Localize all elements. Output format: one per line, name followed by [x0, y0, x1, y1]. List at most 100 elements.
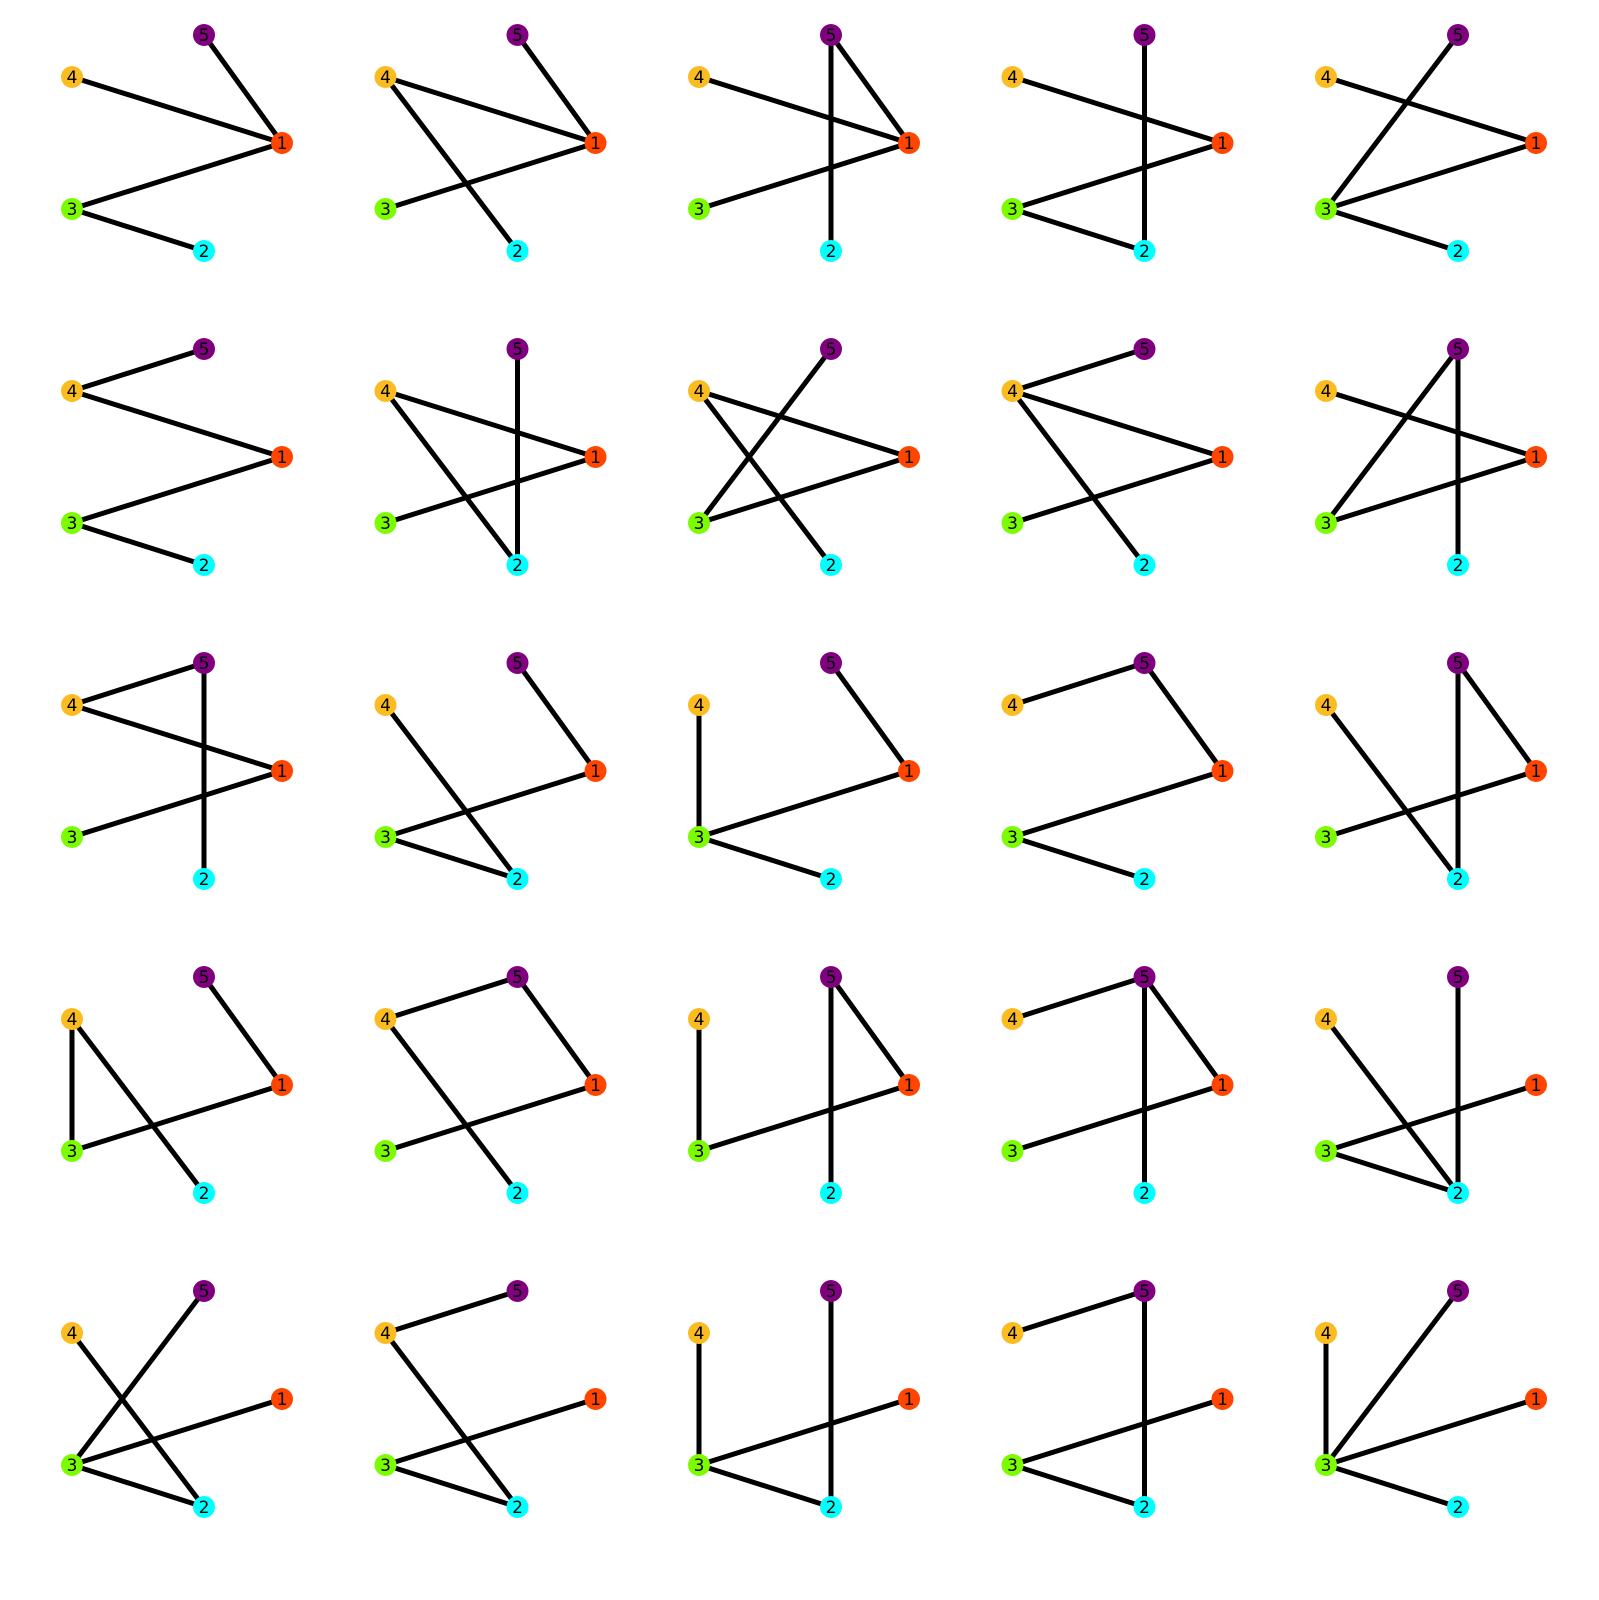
node-label-2: 2 [199, 1184, 210, 1204]
node-label-5: 5 [1139, 968, 1150, 988]
node-3 [1001, 512, 1024, 534]
graph-panel-8: 1 2 3 4 5 [688, 338, 920, 576]
node-label-4: 4 [694, 68, 705, 88]
node-label-1: 1 [1217, 1390, 1228, 1410]
node-label-2: 2 [1139, 242, 1150, 262]
node-label-1: 1 [1217, 1076, 1228, 1096]
node-label-4: 4 [1321, 1010, 1332, 1030]
node-1 [1525, 760, 1547, 782]
node-label-5: 5 [512, 26, 523, 46]
node-3 [61, 198, 83, 220]
node-label-3: 3 [694, 514, 705, 534]
node-label-2: 2 [1139, 870, 1150, 890]
edge-3-2 [69, 1462, 207, 1510]
node-4 [374, 66, 397, 88]
edge-5-3 [696, 346, 834, 526]
node-label-3: 3 [380, 514, 391, 534]
node-1 [898, 1074, 920, 1096]
edge-5-1 [1142, 974, 1225, 1088]
node-4 [1315, 380, 1337, 402]
node-4 [1001, 1322, 1024, 1344]
node-label-1: 1 [1531, 1390, 1542, 1410]
node-label-3: 3 [67, 514, 78, 534]
node-label-4: 4 [1007, 382, 1018, 402]
node-4 [61, 1322, 83, 1344]
graph-panel-23: 1 2 3 4 5 [688, 1280, 920, 1518]
node-label-2: 2 [1453, 1184, 1464, 1204]
node-2 [506, 1182, 529, 1204]
node-label-2: 2 [199, 242, 210, 262]
edge-5-4 [69, 346, 207, 394]
node-label-5: 5 [1453, 968, 1464, 988]
node-3 [61, 1140, 83, 1162]
edge-4-2 [1323, 702, 1461, 882]
node-label-5: 5 [826, 968, 837, 988]
node-label-5: 5 [199, 1282, 210, 1302]
node-label-3: 3 [1321, 514, 1332, 534]
node-3 [1315, 1454, 1337, 1476]
node-label-2: 2 [1139, 556, 1150, 576]
node-1 [1525, 1388, 1547, 1410]
edge-3-1 [1010, 1396, 1225, 1468]
node-2 [820, 240, 842, 262]
node-label-5: 5 [512, 654, 523, 674]
edge-4-2 [383, 702, 520, 882]
node-label-2: 2 [826, 1184, 837, 1204]
edge-5-4 [383, 974, 520, 1022]
node-2 [506, 240, 529, 262]
node-3 [61, 512, 83, 534]
edge-5-1 [201, 32, 285, 146]
node-label-5: 5 [826, 340, 837, 360]
node-label-1: 1 [590, 762, 601, 782]
node-5 [1133, 966, 1156, 988]
node-label-2: 2 [826, 556, 837, 576]
node-3 [688, 512, 710, 534]
node-2 [1447, 1182, 1469, 1204]
node-2 [820, 554, 842, 576]
node-label-1: 1 [1531, 762, 1542, 782]
graph-panel-10: 1 2 3 4 5 [1315, 338, 1547, 576]
node-label-3: 3 [380, 828, 391, 848]
node-2 [506, 1496, 529, 1518]
edge-5-1 [1142, 660, 1225, 774]
edge-5-1 [828, 32, 912, 146]
node-label-1: 1 [1531, 134, 1542, 154]
edge-3-1 [1010, 768, 1225, 840]
edge-3-1 [383, 454, 598, 526]
node-label-1: 1 [1531, 448, 1542, 468]
node-5 [820, 966, 842, 988]
node-2 [1133, 1182, 1156, 1204]
graph-panel-25: 1 2 3 4 5 [1315, 1280, 1547, 1518]
node-4 [374, 1322, 397, 1344]
node-3 [1315, 198, 1337, 220]
node-1 [584, 446, 607, 468]
node-5 [820, 338, 842, 360]
node-4 [688, 380, 710, 402]
edge-5-4 [1010, 660, 1147, 708]
node-3 [688, 1454, 710, 1476]
node-4 [1001, 380, 1024, 402]
node-5 [1133, 24, 1156, 46]
graph-panel-13: 1 2 3 4 5 [688, 652, 920, 890]
node-4 [688, 1008, 710, 1030]
node-label-3: 3 [694, 1456, 705, 1476]
node-5 [1447, 966, 1469, 988]
node-label-2: 2 [1453, 870, 1464, 890]
edge-3-1 [696, 1082, 912, 1154]
node-2 [1133, 554, 1156, 576]
node-label-3: 3 [1007, 828, 1018, 848]
node-3 [1001, 1454, 1024, 1476]
node-1 [271, 1388, 293, 1410]
node-label-3: 3 [1007, 514, 1018, 534]
edge-3-1 [383, 140, 598, 212]
node-2 [1447, 868, 1469, 890]
node-label-3: 3 [1321, 200, 1332, 220]
node-label-5: 5 [199, 340, 210, 360]
edge-3-2 [1323, 1462, 1461, 1510]
node-1 [898, 132, 920, 154]
node-3 [1001, 826, 1024, 848]
node-5 [1133, 338, 1156, 360]
node-label-1: 1 [590, 1076, 601, 1096]
node-label-4: 4 [67, 382, 78, 402]
